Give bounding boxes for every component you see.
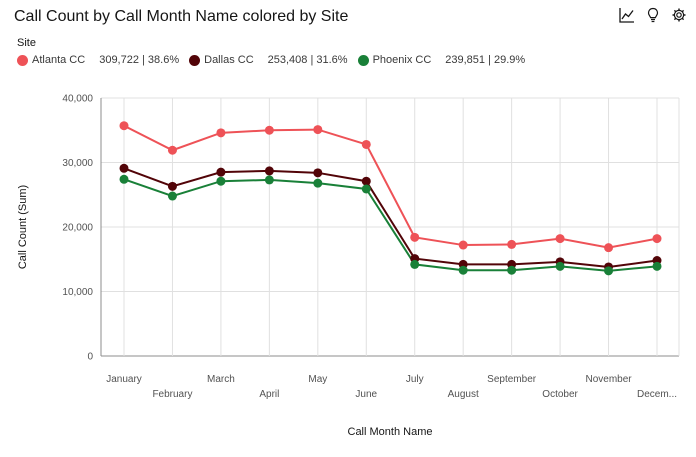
data-point[interactable] <box>652 261 662 271</box>
data-point[interactable] <box>410 232 420 242</box>
data-point[interactable] <box>313 168 323 178</box>
x-tick-label: Decem... <box>637 389 677 400</box>
data-point[interactable] <box>361 139 371 149</box>
legend: Atlanta CC 309,722 | 38.6% Dallas CC 253… <box>17 54 535 66</box>
chart-grid <box>100 97 680 357</box>
x-tick-label: February <box>152 389 192 400</box>
chart-title: Call Count by Call Month Name colored by… <box>14 8 349 25</box>
data-point[interactable] <box>264 166 274 176</box>
data-point[interactable] <box>167 145 177 155</box>
chart-toolbar <box>618 6 688 24</box>
x-tick-label: November <box>585 374 632 385</box>
line-chart-icon[interactable] <box>618 6 636 24</box>
settings-icon[interactable] <box>670 6 688 24</box>
chart-points <box>119 121 662 276</box>
x-tick-label: September <box>487 374 537 385</box>
data-point[interactable] <box>216 128 226 138</box>
data-point[interactable] <box>216 176 226 186</box>
data-point[interactable] <box>361 176 371 186</box>
legend-label: Atlanta CC <box>32 54 86 66</box>
data-point[interactable] <box>604 266 614 276</box>
x-tick-label: January <box>106 374 142 385</box>
legend-title: Site <box>17 37 36 49</box>
data-point[interactable] <box>216 167 226 177</box>
data-point[interactable] <box>555 261 565 271</box>
x-tick-label: July <box>406 374 424 385</box>
series-line <box>123 178 658 272</box>
data-point[interactable] <box>555 234 565 244</box>
y-tick-label: 10,000 <box>62 287 93 298</box>
legend-item-atlanta[interactable]: Atlanta CC 309,722 | 38.6% <box>17 54 179 66</box>
x-tick-label: March <box>207 374 235 385</box>
series-line <box>123 124 658 249</box>
legend-stat: 253,408 | 31.6% <box>267 54 348 66</box>
data-point[interactable] <box>652 234 662 244</box>
data-point[interactable] <box>264 175 274 185</box>
data-point[interactable] <box>167 181 177 191</box>
data-point[interactable] <box>119 163 129 173</box>
data-point[interactable] <box>507 239 517 249</box>
legend-stat: 239,851 | 29.9% <box>445 54 526 66</box>
y-axis: 0 10,000 20,000 30,000 40,000 <box>62 94 93 363</box>
chart-lines <box>123 124 658 272</box>
legend-label: Dallas CC <box>204 54 254 66</box>
data-point[interactable] <box>410 259 420 269</box>
data-point[interactable] <box>313 125 323 135</box>
legend-swatch <box>17 54 28 66</box>
data-point[interactable] <box>507 265 517 275</box>
data-point[interactable] <box>264 125 274 135</box>
legend-item-phoenix[interactable]: Phoenix CC 239,851 | 29.9% <box>357 54 526 66</box>
legend-swatch <box>189 54 201 66</box>
data-point[interactable] <box>167 191 177 201</box>
x-tick-label: August <box>448 389 479 400</box>
data-point[interactable] <box>458 240 468 250</box>
x-tick-label: June <box>355 389 377 400</box>
legend-swatch <box>357 54 369 66</box>
data-point[interactable] <box>604 243 614 253</box>
x-tick-label: April <box>259 389 279 400</box>
y-tick-label: 0 <box>87 352 93 363</box>
y-tick-label: 40,000 <box>62 94 93 105</box>
y-axis-label: Call Count (Sum) <box>17 185 29 269</box>
data-point[interactable] <box>361 184 371 194</box>
y-tick-label: 30,000 <box>62 158 93 169</box>
y-tick-label: 20,000 <box>62 223 93 234</box>
x-tick-label: May <box>308 374 327 385</box>
data-point[interactable] <box>458 265 468 275</box>
x-tick-label: October <box>542 389 578 400</box>
data-point[interactable] <box>313 178 323 188</box>
x-axis: January February March April May June July Augu… <box>106 374 677 400</box>
legend-item-dallas[interactable]: Dallas CC 253,408 | 31.6% <box>189 54 348 66</box>
series-line <box>123 167 658 268</box>
data-point[interactable] <box>119 121 129 131</box>
x-axis-label: Call Month Name <box>348 426 433 438</box>
legend-label: Phoenix CC <box>372 54 432 66</box>
legend-stat: 309,722 | 38.6% <box>99 54 180 66</box>
data-point[interactable] <box>119 174 129 184</box>
lightbulb-icon[interactable] <box>644 6 662 24</box>
